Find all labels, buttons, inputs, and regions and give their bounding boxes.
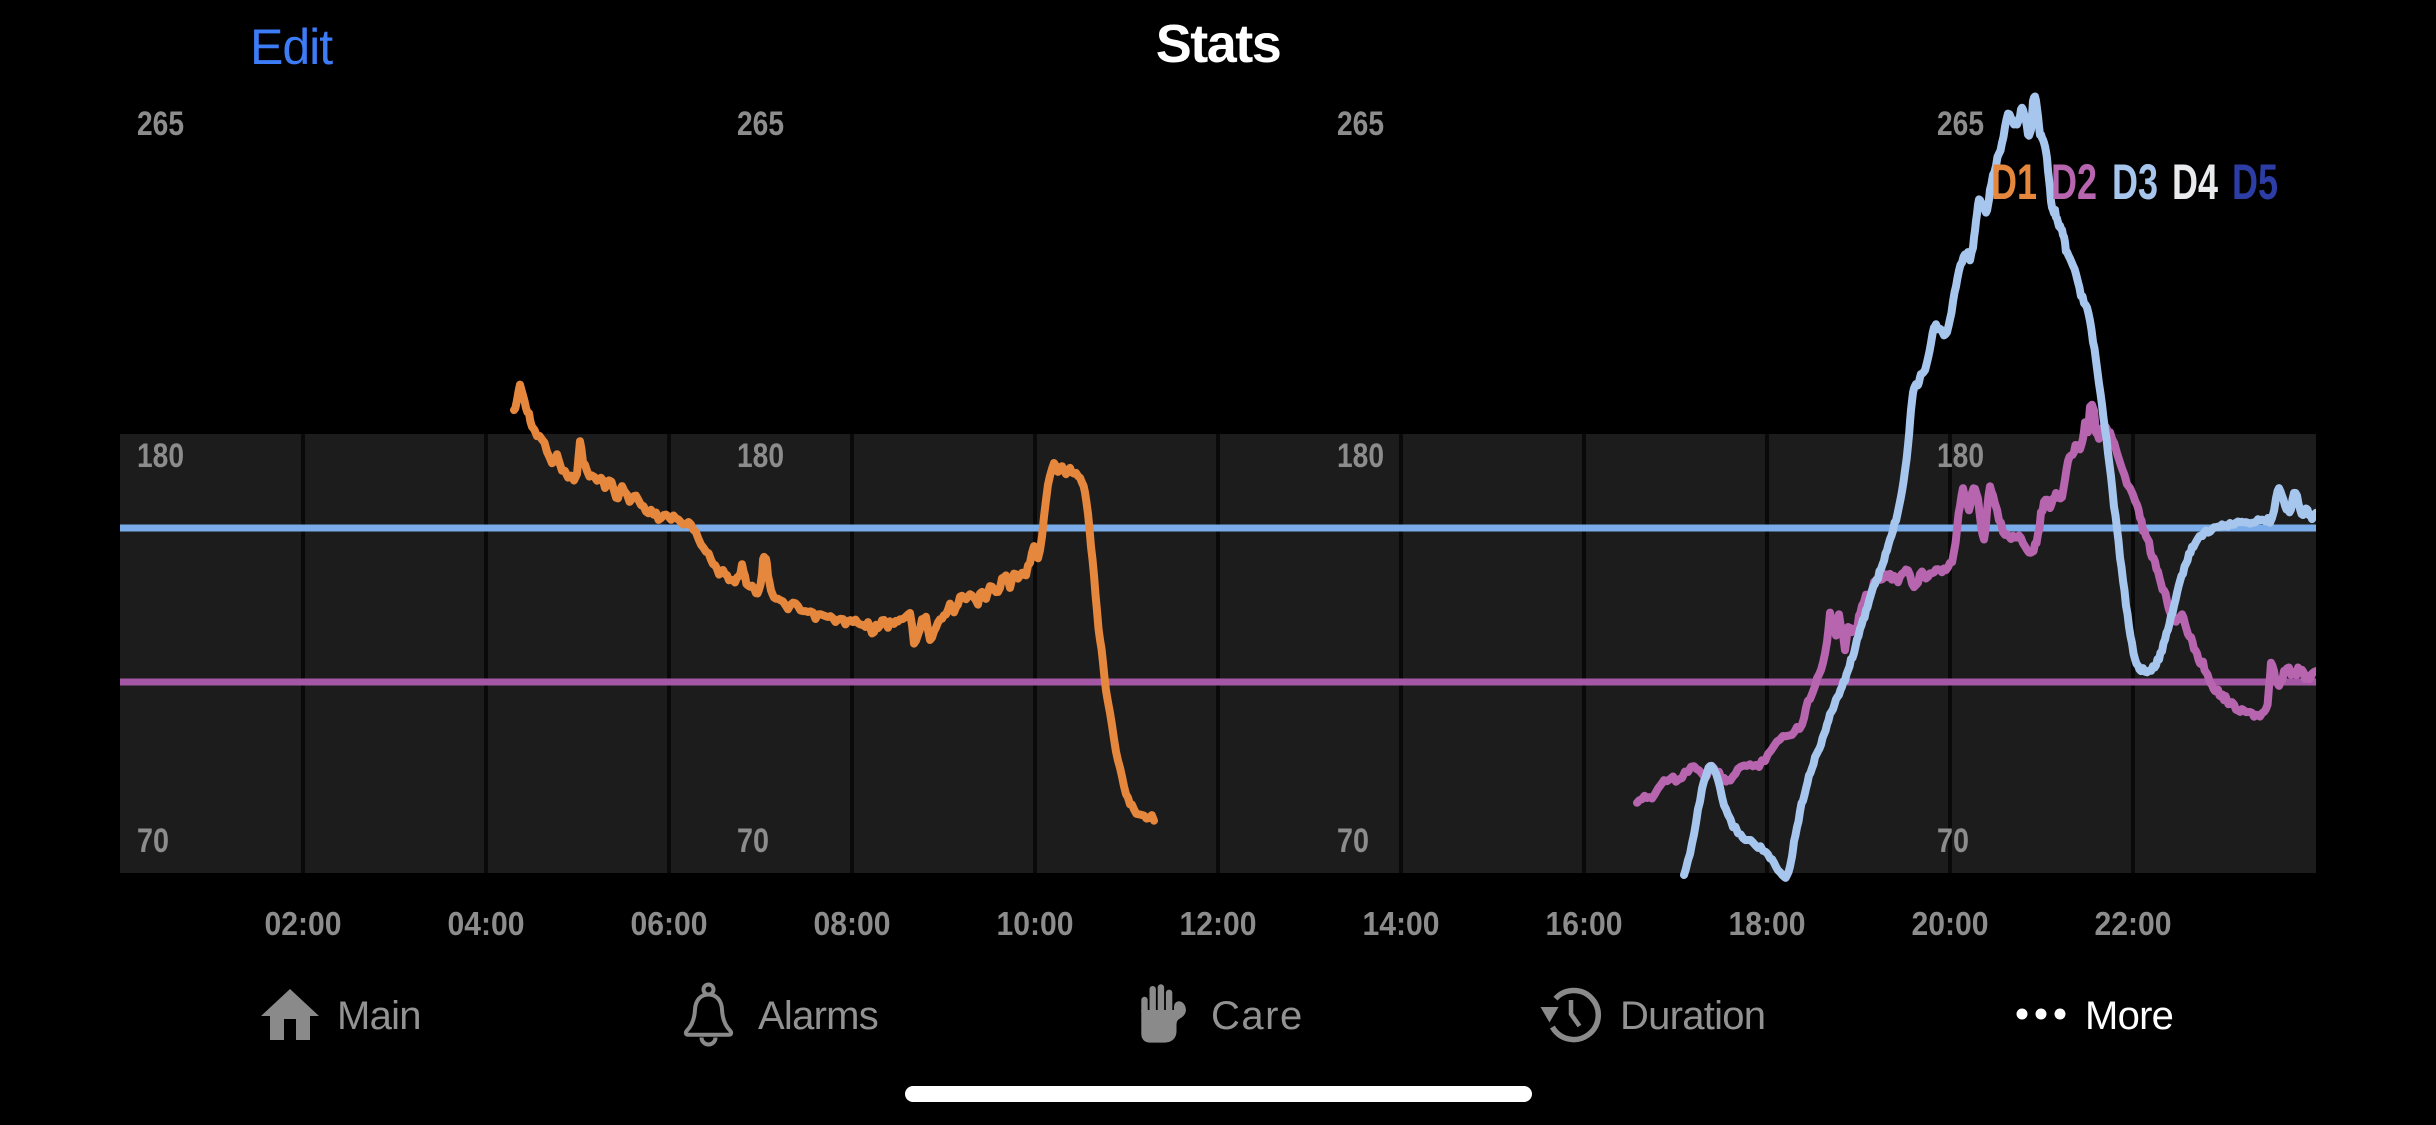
svg-text:D4: D4 xyxy=(2172,154,2218,210)
svg-text:10:00: 10:00 xyxy=(997,905,1074,942)
svg-text:08:00: 08:00 xyxy=(814,905,891,942)
svg-text:20:00: 20:00 xyxy=(1912,905,1989,942)
svg-text:12:00: 12:00 xyxy=(1180,905,1257,942)
svg-text:265: 265 xyxy=(1937,105,1984,143)
svg-text:04:00: 04:00 xyxy=(448,905,525,942)
svg-text:265: 265 xyxy=(137,105,184,143)
svg-text:14:00: 14:00 xyxy=(1363,905,1440,942)
svg-text:70: 70 xyxy=(737,822,769,860)
svg-text:265: 265 xyxy=(1337,105,1384,143)
svg-text:D2: D2 xyxy=(2051,154,2097,210)
svg-text:16:00: 16:00 xyxy=(1546,905,1623,942)
svg-text:265: 265 xyxy=(737,105,784,143)
svg-text:70: 70 xyxy=(1337,822,1369,860)
svg-text:70: 70 xyxy=(1937,822,1969,860)
svg-text:180: 180 xyxy=(737,437,784,475)
svg-text:06:00: 06:00 xyxy=(631,905,708,942)
svg-text:D1: D1 xyxy=(1991,154,2037,210)
svg-text:D3: D3 xyxy=(2112,154,2158,210)
svg-text:70: 70 xyxy=(137,822,169,860)
svg-text:180: 180 xyxy=(1337,437,1384,475)
svg-text:180: 180 xyxy=(1937,437,1984,475)
svg-text:180: 180 xyxy=(137,437,184,475)
svg-text:18:00: 18:00 xyxy=(1729,905,1806,942)
svg-text:D5: D5 xyxy=(2232,154,2278,210)
svg-text:02:00: 02:00 xyxy=(265,905,342,942)
svg-text:22:00: 22:00 xyxy=(2095,905,2172,942)
